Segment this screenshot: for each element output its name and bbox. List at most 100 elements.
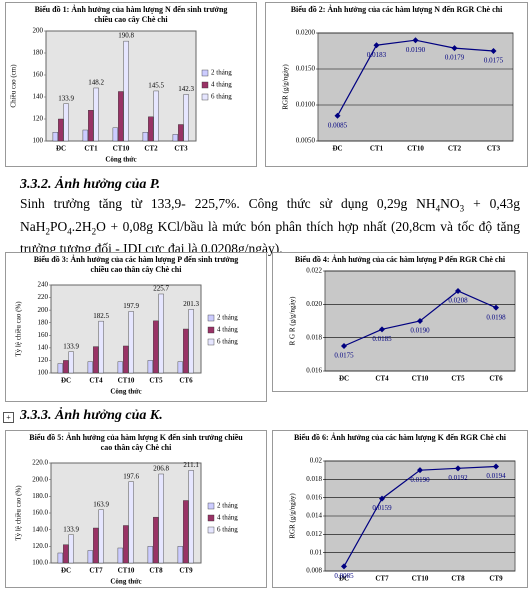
marker (490, 48, 497, 54)
bar (147, 360, 153, 374)
legend-label: 4 tháng (211, 81, 232, 89)
heading: 3.3.3. Ảnh hưởng của K. (20, 408, 163, 423)
bar (153, 320, 159, 374)
bar (63, 360, 69, 374)
text-run: .2H (71, 218, 92, 234)
data-label: 145.5 (148, 82, 164, 90)
data-label: 0.0085 (328, 121, 348, 129)
y-axis-label: R G R (g/g/ngày) (289, 296, 297, 345)
y-tick-label: 0.012 (306, 530, 322, 538)
x-tick-label: CT3 (487, 145, 501, 153)
paragraph: Sinh trưởng tăng từ 133,9- 225,7%. Công … (20, 195, 520, 257)
marker (493, 463, 499, 470)
x-tick-label: CT10 (118, 377, 135, 385)
chart-svg: 100 120 140 160 180 200 Chiều cao (cm) ĐC CT1 CT1… (10, 27, 233, 164)
data-label: 197.6 (123, 472, 139, 480)
marker (455, 465, 461, 472)
data-label: 0.0190 (410, 327, 430, 335)
x-axis-label: Công thức (105, 156, 136, 164)
y-axis-label: RGR (g/g/ngày) (282, 64, 290, 110)
chart-svg: 0.0050 0.0100 0.0150 0.0200 RGR (g/g/ngày) ĐC… (282, 29, 514, 153)
bar (112, 127, 118, 142)
bar (93, 87, 99, 142)
data-label: 0.0175 (484, 57, 504, 65)
text-run: O + 0,08g KCl/bầu là mức bón phân thích … (20, 218, 520, 257)
bar (153, 90, 159, 142)
legend-swatch (201, 81, 209, 89)
legend-swatch (207, 314, 215, 322)
marker (341, 343, 347, 349)
text-run: 2 (91, 226, 97, 237)
y-tick-label: 0.0100 (296, 101, 316, 109)
marker (379, 495, 385, 502)
chart-svg: 0.016 0.018 0.020 0.022 R G R (g/g/ngày) ĐC CT… (289, 267, 516, 383)
x-tick-label: CT5 (451, 375, 465, 383)
x-tick-label: CT6 (179, 377, 193, 385)
x-tick-label: ĐC (339, 375, 349, 383)
data-label: 0.0192 (448, 474, 468, 482)
chart-title: Biểu đồ 3: Ảnh hưởng của các hàm lượng P… (33, 255, 239, 274)
legend-label: 2 tháng (217, 502, 238, 510)
data-label: 0.0175 (334, 352, 354, 360)
x-tick-label: CT7 (89, 567, 103, 575)
bar (177, 546, 183, 564)
bar (123, 40, 129, 142)
bar (93, 346, 99, 374)
chart: 100.0 120.0 140.0 160.0 180.0 200.0 220.0 Tỷ lệ… (5, 430, 267, 588)
chart-svg: 0.008 0.01 0.012 0.014 0.016 0.018 0.02 RGR (g/… (289, 457, 516, 583)
legend-label: 2 tháng (217, 314, 238, 322)
x-tick-label: CT3 (174, 145, 188, 153)
x-tick-label: CT1 (370, 145, 384, 153)
chart: 100 120 140 160 180 200 Chiều cao (cm) ĐC CT1 CT1… (5, 2, 257, 167)
x-tick-label: ĐC (61, 377, 71, 385)
legend-label: 6 tháng (217, 526, 238, 534)
marker (341, 563, 347, 570)
text-run: 3 (459, 203, 465, 214)
y-tick-label: 200.0 (32, 475, 48, 483)
y-tick-label: 200 (33, 27, 44, 35)
x-tick-label: CT6 (489, 375, 503, 383)
marker (493, 304, 499, 311)
bar (58, 118, 64, 142)
text-run: 4 (435, 203, 441, 214)
y-axis-label: RGR (g/g/ngày) (289, 493, 297, 539)
bar (117, 361, 123, 374)
data-label: 211.1 (183, 461, 199, 469)
y-axis-label: Chiều cao (cm) (10, 64, 18, 108)
marker (455, 288, 461, 294)
bar (158, 473, 164, 564)
x-axis-label: Công thức (110, 578, 141, 586)
y-tick-label: 0.016 (306, 493, 322, 501)
x-tick-label: CT10 (412, 375, 429, 383)
y-tick-label: 0.01 (310, 548, 323, 556)
x-tick-label: CT1 (84, 145, 98, 153)
bar (188, 309, 194, 374)
bar (57, 552, 63, 564)
bar (87, 550, 93, 564)
data-label: 0.0190 (410, 476, 430, 484)
x-tick-label: ĐC (339, 575, 349, 583)
bar (123, 345, 129, 374)
x-tick-label: CT4 (375, 375, 389, 383)
bar (183, 328, 189, 374)
data-label: 0.0190 (406, 46, 426, 54)
y-tick-label: 100 (33, 137, 44, 145)
bar (93, 527, 99, 564)
y-tick-label: 0.02 (310, 457, 323, 465)
x-tick-label: CT10 (407, 145, 424, 153)
x-tick-label: CT2 (144, 145, 158, 153)
x-tick-label: ĐC (332, 145, 342, 153)
plot-area (317, 32, 514, 142)
y-tick-label: 0.018 (306, 333, 322, 341)
x-tick-label: CT10 (412, 575, 429, 583)
y-tick-label: 0.0150 (296, 65, 316, 73)
bar (117, 547, 123, 564)
chart-title: Biểu đồ 1: Ảnh hưởng của hàm lượng N đến… (34, 5, 228, 24)
bar (177, 361, 183, 374)
chart-title: Biểu đồ 2: Ảnh hưởng của các hàm lượng N… (290, 5, 503, 14)
marker (379, 326, 385, 333)
data-label: 201.3 (183, 300, 199, 308)
x-tick-label: ĐC (61, 567, 71, 575)
bar (52, 131, 58, 142)
x-tick-label: CT7 (375, 575, 389, 583)
